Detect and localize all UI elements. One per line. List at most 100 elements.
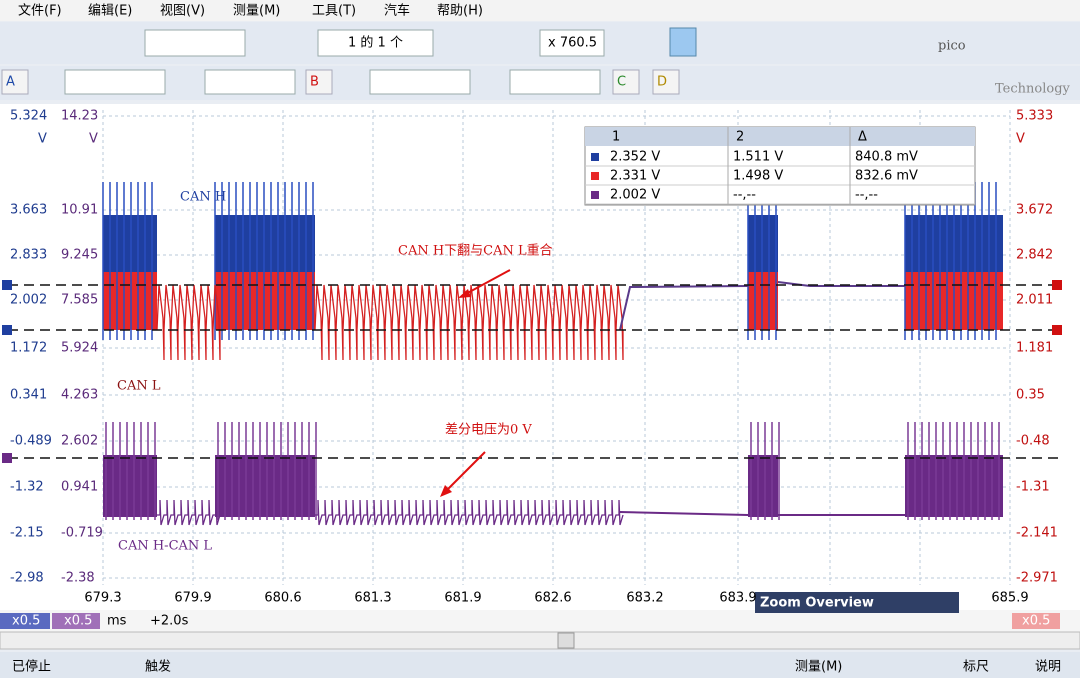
combo[interactable]	[204, 69, 296, 95]
status-item[interactable]: 说明	[1035, 660, 1061, 675]
y-tick-label: 5.324	[10, 109, 47, 124]
status-item[interactable]: 已停止	[12, 659, 51, 675]
row-swatch	[591, 153, 599, 161]
channel-label: A	[6, 75, 15, 90]
status-item[interactable]: 触发	[145, 659, 171, 675]
x-tick-label: 681.3	[354, 591, 391, 606]
x-tick-label: 683.2	[626, 591, 663, 606]
y2-tick-label: 7.585	[61, 293, 98, 308]
menu-item[interactable]: 文件(F)	[18, 4, 62, 19]
scale-r-bg	[1012, 613, 1060, 629]
scroll-thumb[interactable]	[557, 632, 575, 649]
y-tick-label: 2.002	[10, 293, 47, 308]
arrow-head	[458, 289, 471, 298]
y3-tick-label: 1.181	[1016, 341, 1053, 356]
can-l-sawtooth	[156, 284, 624, 361]
combo[interactable]	[509, 69, 601, 95]
table-cell: 832.6 mV	[855, 169, 918, 184]
table-header-cell: 2	[736, 130, 744, 145]
y3-tick-label: 2.842	[1016, 248, 1053, 263]
status-item[interactable]: 标尺	[963, 660, 989, 675]
table-cell: 2.331 V	[610, 169, 660, 184]
channel-button[interactable]	[1, 69, 29, 95]
y-tick-label: 1.172	[10, 341, 47, 356]
diff-block	[215, 455, 315, 517]
row-swatch	[591, 191, 599, 199]
y2-tick-label: -0.719	[61, 526, 103, 541]
combo[interactable]	[64, 69, 166, 95]
ruler-handle[interactable]	[1052, 325, 1062, 335]
channel-button[interactable]	[305, 69, 333, 95]
status-bar	[0, 652, 1080, 678]
footer-bar	[0, 610, 1080, 632]
menu-item[interactable]: 汽车	[384, 3, 410, 19]
arrow	[461, 269, 511, 297]
channel-label: C	[617, 75, 626, 90]
x-tick-label: 679.3	[84, 591, 121, 606]
y3-unit: V	[1016, 132, 1025, 147]
y-unit: V	[38, 132, 47, 147]
menu-item[interactable]: 工具(T)	[312, 4, 356, 19]
zoom-overview-title: Zoom Overview	[760, 596, 874, 611]
combo[interactable]	[144, 29, 246, 57]
hand-tool[interactable]	[669, 27, 697, 57]
y-tick-label: -2.15	[10, 526, 44, 541]
y-tick-label: -0.489	[10, 434, 52, 449]
y3-tick-label: 5.333	[1016, 109, 1053, 124]
y3-tick-label: 0.35	[1016, 388, 1045, 403]
menu-item[interactable]: 编辑(E)	[88, 4, 132, 19]
zoom-box	[539, 29, 605, 57]
diff-block	[103, 455, 157, 517]
channel-button[interactable]	[652, 69, 680, 95]
table-cell: 2.352 V	[610, 150, 660, 165]
y2-tick-label: 10.91	[61, 203, 98, 218]
scale-b-bg	[52, 613, 100, 629]
page-box	[317, 29, 434, 57]
table-header-cell: 1	[612, 130, 620, 145]
ruler-handle[interactable]	[1052, 280, 1062, 290]
y2-tick-label: 14.23	[61, 109, 98, 124]
channel-label: D	[657, 75, 667, 90]
table-header-cell: Δ	[858, 130, 867, 145]
menu-item[interactable]: 测量(M)	[233, 4, 280, 19]
ruler-handle[interactable]	[2, 280, 12, 290]
can-l-block	[215, 272, 315, 330]
status-item[interactable]: 测量(M)	[795, 660, 842, 675]
can-h-block	[215, 215, 315, 277]
y-tick-label: 2.833	[10, 248, 47, 263]
y-tick-label: 0.341	[10, 388, 47, 403]
scrollbar[interactable]	[0, 631, 1080, 650]
channel-button[interactable]	[612, 69, 640, 95]
menu-item[interactable]: 视图(V)	[160, 4, 205, 19]
x-tick-label: 682.6	[534, 591, 571, 606]
combo[interactable]	[369, 69, 471, 95]
x-tick-label: 683.9	[719, 591, 756, 606]
can-l-block	[748, 272, 778, 330]
table-header	[585, 127, 975, 146]
ruler-handle[interactable]	[2, 453, 12, 463]
row-swatch	[591, 172, 599, 180]
logo-sub: Technology	[995, 82, 1071, 97]
logo: pico	[938, 39, 966, 54]
arrow	[444, 451, 486, 493]
y3-tick-label: -2.141	[1016, 526, 1058, 541]
y-tick-label: 3.663	[10, 203, 47, 218]
annotation: CAN L	[117, 379, 161, 394]
ruler-handle[interactable]	[2, 325, 12, 335]
y3-tick-label: -1.31	[1016, 480, 1050, 495]
scale-a: x0.5	[12, 614, 40, 629]
annotation: CAN H-CAN L	[118, 539, 212, 554]
arrow-head	[440, 485, 452, 497]
diff-baseline	[157, 499, 624, 526]
scale-b: x0.5	[64, 614, 92, 629]
diff-flat	[619, 511, 905, 516]
table-cell: --,--	[855, 188, 878, 203]
y2-tick-label: 0.941	[61, 480, 98, 495]
y2-tick-label: 9.245	[61, 248, 98, 263]
menu-item[interactable]: 帮助(H)	[437, 4, 483, 19]
annotation: 差分电压为0 V	[445, 423, 532, 438]
zoom-overview[interactable]	[755, 592, 959, 613]
table-cell: 1.511 V	[733, 150, 783, 165]
